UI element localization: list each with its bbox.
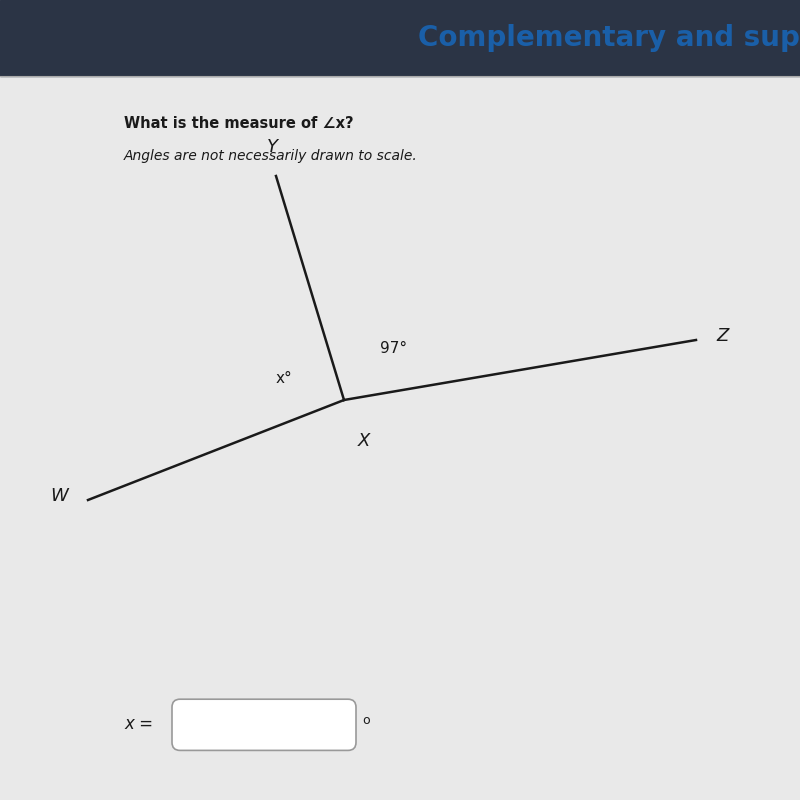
Text: 97°: 97° (380, 341, 407, 356)
Bar (0, 0, 800, 76)
Text: x°: x° (275, 370, 292, 386)
Text: Angles are not necessarily drawn to scale.: Angles are not necessarily drawn to scal… (124, 149, 418, 163)
Text: What is the measure of ∠x?: What is the measure of ∠x? (124, 117, 354, 131)
Text: Y: Y (266, 138, 278, 156)
Text: Complementary and sup: Complementary and sup (418, 24, 800, 52)
Text: X: X (358, 432, 370, 450)
Text: W: W (50, 487, 68, 505)
FancyBboxPatch shape (172, 699, 356, 750)
Text: Z: Z (716, 327, 728, 345)
Text: o: o (362, 714, 370, 727)
Text: x =: x = (124, 715, 153, 733)
